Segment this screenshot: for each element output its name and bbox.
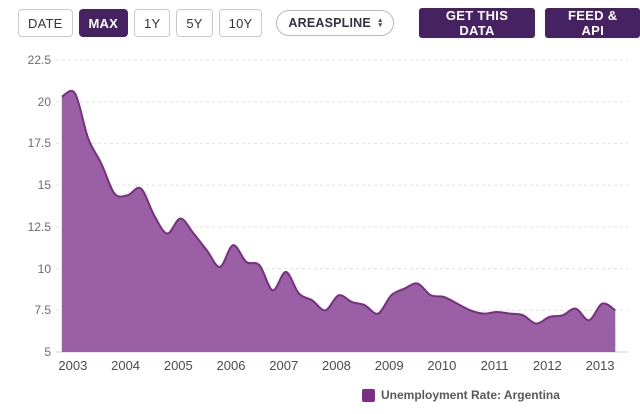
range-button-max[interactable]: MAX	[78, 9, 129, 37]
x-axis-tick-label: 2011	[480, 358, 509, 373]
x-axis-tick-label: 2003	[58, 358, 88, 373]
y-axis-tick-label: 5	[44, 345, 51, 359]
y-axis-tick-label: 20	[37, 94, 51, 109]
legend-swatch-icon	[362, 388, 375, 402]
feed-api-button[interactable]: FEED & API	[545, 8, 640, 38]
x-axis-tick-label: 2010	[427, 358, 457, 373]
x-axis-tick-label: 2008	[321, 358, 351, 373]
y-axis-tick-label: 17.5	[27, 136, 51, 151]
range-button-5y[interactable]: 5Y	[176, 9, 213, 37]
y-axis-tick-label: 12.5	[27, 219, 51, 234]
y-axis-tick-label: 15	[37, 178, 51, 193]
x-axis-tick-label: 2013	[585, 358, 615, 373]
legend-label: Unemployment Rate: Argentina	[381, 388, 560, 402]
x-axis-tick-label: 2007	[269, 358, 299, 373]
legend-item-argentina[interactable]: Unemployment Rate: Argentina	[362, 388, 560, 402]
x-axis-tick-label: 2009	[374, 358, 404, 373]
x-axis-tick-label: 2005	[163, 358, 193, 373]
plot-hover-region[interactable]	[56, 60, 628, 352]
range-button-1y[interactable]: 1Y	[134, 9, 171, 37]
x-axis-tick-label: 2012	[532, 358, 562, 373]
chart-type-select-value: AREASPLINE	[288, 16, 371, 30]
chart-type-select[interactable]: AREASPLINE ▲ ▼	[276, 10, 394, 36]
y-axis-tick-label: 7.5	[34, 303, 51, 318]
get-this-data-button[interactable]: GET THIS DATA	[418, 8, 536, 38]
up-down-arrows-icon: ▲ ▼	[376, 17, 384, 29]
chart-toolbar: DATE MAX 1Y 5Y 10Y AREASPLINE ▲ ▼ GET THIS DA…	[18, 8, 640, 38]
range-button-date[interactable]: DATE	[18, 9, 73, 37]
chart-canvas	[56, 59, 628, 353]
x-axis-tick-label: 2004	[111, 358, 141, 373]
x-axis-tick-label: 2006	[216, 358, 246, 373]
areaspline-chart: 5 7.5 10 12.5 15 17.5 20 22.5 2003 2004 2005 2006 20…	[0, 44, 640, 384]
y-axis-tick-label: 10	[37, 261, 51, 276]
y-axis-tick-label: 22.5	[27, 53, 51, 67]
range-button-10y[interactable]: 10Y	[218, 9, 263, 37]
range-button-group: DATE MAX 1Y 5Y 10Y	[18, 9, 268, 37]
